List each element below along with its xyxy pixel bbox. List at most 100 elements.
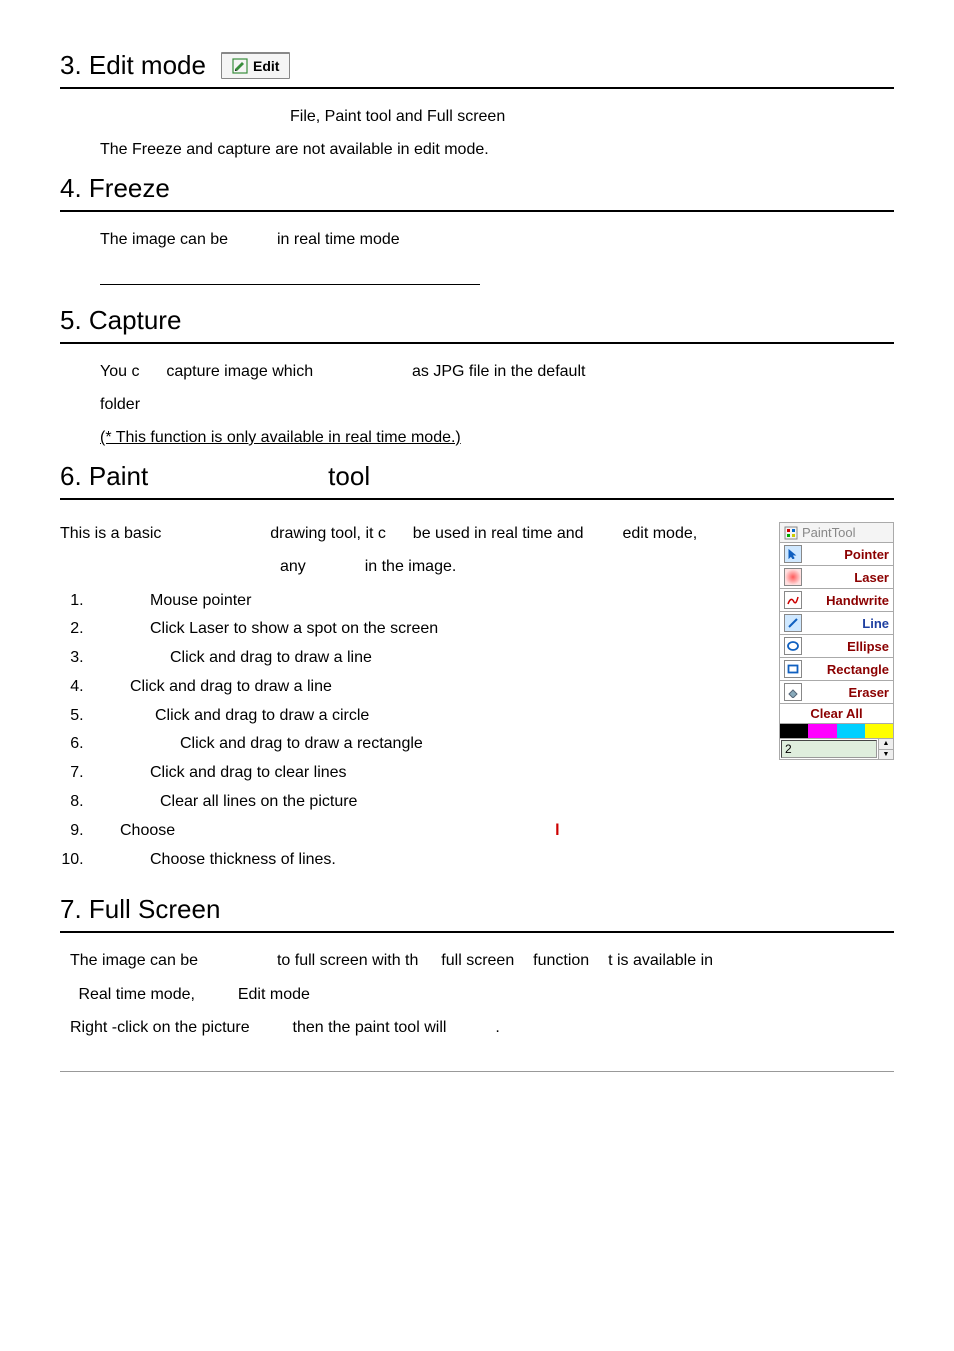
text: Click and drag to clear lines — [150, 764, 347, 781]
heading-capture: 5. Capture — [60, 305, 894, 336]
text: capture image which — [166, 363, 313, 380]
eraser-icon — [784, 683, 802, 701]
tool-handwrite[interactable]: Handwrite — [779, 589, 894, 612]
text: (* This function is only available in re… — [100, 429, 461, 446]
text: PaintTool — [802, 525, 855, 540]
swatch-yellow[interactable] — [865, 724, 893, 738]
text: Real time mode, — [78, 986, 195, 1003]
tool-pointer[interactable]: Pointer — [779, 543, 894, 566]
heading-edit-mode: 3. Edit mode Edit — [60, 50, 894, 81]
line-icon — [784, 614, 802, 632]
text: Mouse pointer — [150, 592, 251, 609]
text: Handwrite — [826, 593, 889, 608]
divider — [60, 87, 894, 89]
heading-text-b: tool — [328, 461, 370, 492]
thickness-spinner[interactable]: 2 ▲ ▼ — [779, 739, 894, 760]
text: drawing tool, it c — [270, 525, 386, 542]
ellipse-icon — [784, 637, 802, 655]
text: The image can be — [70, 952, 198, 969]
s5-line1: You c capture image which as JPG file in… — [100, 358, 894, 385]
text: Eraser — [849, 685, 889, 700]
list-item: Clear all lines on the picture — [88, 788, 749, 817]
text: You c — [100, 363, 139, 380]
spinner-up[interactable]: ▲ — [879, 739, 893, 750]
list-item: Click and drag to clear lines — [88, 759, 749, 788]
heading-fullscreen: 7. Full Screen — [60, 894, 894, 925]
divider — [60, 210, 894, 212]
text: function — [533, 952, 589, 969]
heading-freeze: 4. Freeze — [60, 173, 894, 204]
text: The image can be — [100, 231, 228, 248]
text: edit mode, — [622, 525, 697, 542]
text: Click and drag to draw a line — [170, 649, 372, 666]
handwrite-icon — [784, 591, 802, 609]
heading-text: 4. Freeze — [60, 173, 170, 204]
edit-button-label: Edit — [253, 58, 279, 74]
panel-title: PaintTool — [779, 522, 894, 543]
underline-rule — [100, 284, 480, 285]
spinner-buttons[interactable]: ▲ ▼ — [878, 739, 893, 759]
tool-laser[interactable]: Laser — [779, 566, 894, 589]
pointer-icon — [784, 545, 802, 563]
spinner-down[interactable]: ▼ — [879, 750, 893, 760]
list-item: Mouse pointer — [88, 587, 749, 616]
text: Laser — [854, 570, 889, 585]
text: t is available in — [608, 952, 713, 969]
s5-note: (* This function is only available in re… — [100, 424, 894, 451]
paint-list: Mouse pointer Click Laser to show a spot… — [60, 587, 749, 875]
swatch-black[interactable] — [780, 724, 808, 738]
tool-clearall[interactable]: Clear All — [779, 704, 894, 724]
s6-intro2: any in the image. — [60, 553, 749, 580]
paint-tool-panel: PaintTool Pointer Laser Handwrite Line — [779, 522, 894, 760]
text: Choose — [120, 822, 175, 839]
list-item: Click and drag to draw a circle — [88, 702, 749, 731]
s7-line2: Real time mode, Edit mode — [70, 981, 894, 1008]
thickness-value[interactable]: 2 — [781, 740, 877, 758]
s6-intro1: This is a basic drawing tool, it c be us… — [60, 520, 749, 547]
text: Line — [862, 616, 889, 631]
list-item: Choose l — [88, 817, 749, 846]
text: folder — [100, 396, 140, 413]
text: be used in real time and — [413, 525, 584, 542]
s3-line2: The Freeze and capture are not available… — [100, 136, 894, 163]
divider — [60, 931, 894, 933]
text: This is a basic — [60, 525, 161, 542]
text: Click and drag to draw a rectangle — [180, 735, 423, 752]
text: The Freeze and capture are not available… — [100, 141, 489, 158]
text: l — [555, 822, 559, 839]
heading-text: 3. Edit mode — [60, 50, 206, 81]
text: full screen — [441, 952, 514, 969]
tool-line[interactable]: Line — [779, 612, 894, 635]
text: Right -click on the picture — [70, 1019, 250, 1036]
s4-line: The image can be in real time mode — [100, 226, 894, 253]
tool-rectangle[interactable]: Rectangle — [779, 658, 894, 681]
text: to full screen with th — [277, 952, 418, 969]
list-item: Click and drag to draw a rectangle — [88, 730, 749, 759]
list-item: Click and drag to draw a line — [88, 644, 749, 673]
swatch-cyan[interactable] — [837, 724, 865, 738]
tool-eraser[interactable]: Eraser — [779, 681, 894, 704]
divider — [60, 498, 894, 500]
s7-line1: The image can be to full screen with th … — [70, 947, 894, 974]
text: File, Paint tool and Full screen — [290, 108, 505, 125]
text: then the paint tool will — [293, 1019, 447, 1036]
text: as JPG file in the default — [412, 363, 585, 380]
heading-text: 6. Paint — [60, 461, 148, 492]
tool-ellipse[interactable]: Ellipse — [779, 635, 894, 658]
text: Clear All — [810, 706, 862, 721]
footer-divider — [60, 1071, 894, 1072]
list-item: Choose thickness of lines. — [88, 846, 749, 875]
edit-button[interactable]: Edit — [221, 52, 290, 79]
s3-line1: File, Paint tool and Full screen — [100, 103, 894, 130]
text: . — [495, 1019, 499, 1036]
s7-line3: Right -click on the picture then the pai… — [70, 1014, 894, 1041]
laser-icon — [784, 568, 802, 586]
text: Ellipse — [847, 639, 889, 654]
text: any — [280, 558, 306, 575]
divider — [60, 342, 894, 344]
swatch-magenta[interactable] — [808, 724, 836, 738]
text: Click Laser to show a spot on the screen — [150, 620, 438, 637]
text: Click and drag to draw a circle — [155, 707, 369, 724]
heading-paint: 6. Paint tool — [60, 461, 894, 492]
color-swatches[interactable] — [779, 724, 894, 739]
